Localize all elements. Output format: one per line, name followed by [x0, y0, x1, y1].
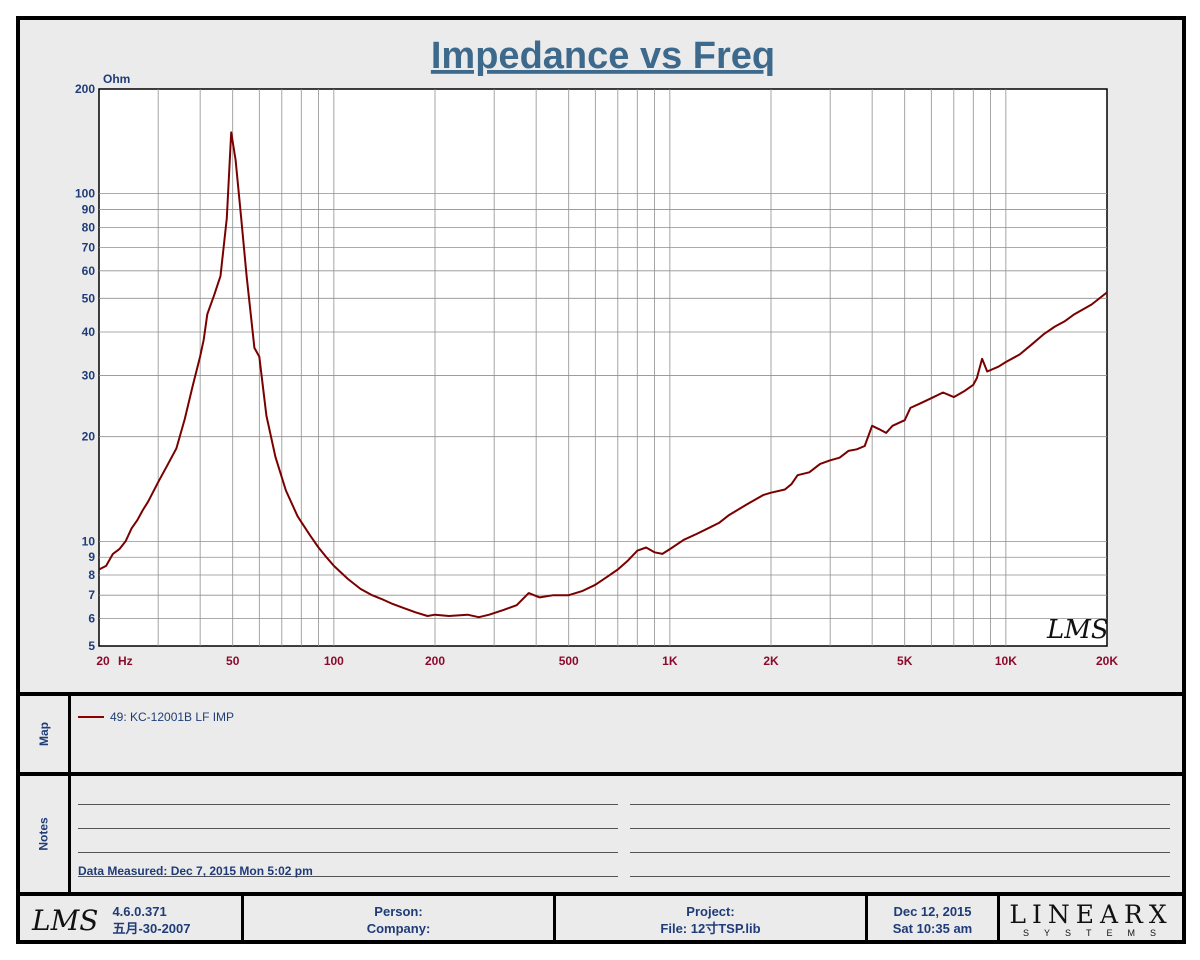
- y-tick-label: 200: [75, 82, 95, 96]
- y-tick-label: 6: [88, 611, 95, 625]
- note-line[interactable]: [78, 804, 618, 805]
- y-tick-label: 7: [88, 588, 95, 602]
- x-tick-label: 10K: [995, 654, 1017, 668]
- linearx-logo: LINEARX SYSTEMS: [1000, 896, 1182, 944]
- y-tick-label: 20: [82, 430, 96, 444]
- x-tick-label: 1K: [662, 654, 678, 668]
- y-tick-label: 5: [88, 639, 95, 653]
- note-line[interactable]: [78, 876, 618, 877]
- series-layer: [98, 131, 1108, 619]
- impedance-series-line: [98, 131, 1108, 619]
- x-tick-label: 100: [324, 654, 344, 668]
- plot-area: [98, 88, 1108, 647]
- lms-logo: LMS: [32, 903, 99, 937]
- build-date-text: 五月-30-2007: [112, 921, 191, 936]
- report-frame: Impedance vs Freq 20 50 100 200 500 1K 2K 5K 10K…: [16, 16, 1186, 944]
- note-line[interactable]: [630, 804, 1170, 805]
- time-text: Sat 10:35 am: [892, 921, 973, 936]
- map-panel: Map 49: KC-12001B LF IMP: [20, 692, 1182, 772]
- chart-watermark: LMS: [1046, 615, 1109, 645]
- note-line[interactable]: [630, 828, 1170, 829]
- project-label: Project:: [686, 904, 735, 919]
- linearx-brand-sub: SYSTEMS: [1022, 927, 1171, 938]
- x-tick-label: 20K: [1096, 654, 1118, 668]
- data-measured-text: Data Measured: Dec 7, 2015 Mon 5:02 pm: [78, 864, 313, 878]
- y-tick-label: 80: [82, 220, 96, 234]
- x-tick-label: 500: [559, 654, 579, 668]
- footer-bar: LMS 4.6.0.371 五月-30-2007 Person: Company…: [20, 892, 1182, 944]
- y-tick-label: 8: [88, 568, 95, 582]
- y-tick-label: 30: [82, 368, 96, 382]
- y-tick-label: 9: [88, 550, 95, 564]
- footer-person-cell: Person: Company:: [244, 896, 556, 944]
- file-label: File: 12寸TSP.lib: [660, 921, 761, 936]
- y-tick-label: 60: [82, 264, 96, 278]
- date-text: Dec 12, 2015: [893, 904, 972, 919]
- footer-project-cell: Project: File: 12寸TSP.lib: [556, 896, 868, 944]
- y-tick-label: 10: [82, 534, 96, 548]
- x-tick-label: 50: [226, 654, 240, 668]
- footer-date-cell: Dec 12, 2015 Sat 10:35 am: [868, 896, 1000, 944]
- y-tick-label: 90: [82, 203, 96, 217]
- note-line[interactable]: [78, 852, 618, 853]
- y-tick-label: 70: [82, 241, 96, 255]
- note-line[interactable]: [630, 876, 1170, 877]
- chart-title: Impedance vs Freq: [431, 35, 775, 77]
- x-tick-label: 5K: [897, 654, 913, 668]
- tick-labels: 20 50 100 200 500 1K 2K 5K 10K 20K 5 6 7 8 9 10 20 30 40 50…: [75, 82, 1118, 668]
- notes-panel-label: Notes: [20, 776, 71, 892]
- x-tick-label: 2K: [763, 654, 779, 668]
- legend-entry[interactable]: 49: KC-12001B LF IMP: [78, 710, 234, 724]
- legend-entry-label: 49: KC-12001B LF IMP: [110, 710, 235, 724]
- x-axis-unit-label: Hz: [118, 654, 133, 668]
- footer-version-cell: LMS 4.6.0.371 五月-30-2007: [20, 896, 244, 944]
- x-tick-label: 20: [96, 654, 110, 668]
- company-label: Company:: [366, 921, 431, 936]
- person-label: Person:: [374, 904, 423, 919]
- y-tick-label: 40: [82, 325, 96, 339]
- impedance-chart: Impedance vs Freq 20 50 100 200 500 1K 2K 5K 10K…: [20, 20, 1182, 692]
- grid-lines: [99, 89, 1107, 646]
- y-tick-label: 50: [82, 291, 96, 305]
- note-line[interactable]: [630, 852, 1170, 853]
- notes-panel: Notes Data Measured: Dec 7, 2015 Mon 5:0…: [20, 772, 1182, 892]
- linearx-brand-main: LINEARX: [1009, 899, 1173, 929]
- legend-line-swatch: [78, 716, 104, 718]
- x-tick-label: 200: [425, 654, 445, 668]
- version-text: 4.6.0.371: [112, 904, 167, 919]
- y-tick-label: 100: [75, 187, 95, 201]
- note-line[interactable]: [78, 828, 618, 829]
- map-panel-label: Map: [20, 696, 71, 772]
- y-axis-unit-label: Ohm: [103, 72, 130, 86]
